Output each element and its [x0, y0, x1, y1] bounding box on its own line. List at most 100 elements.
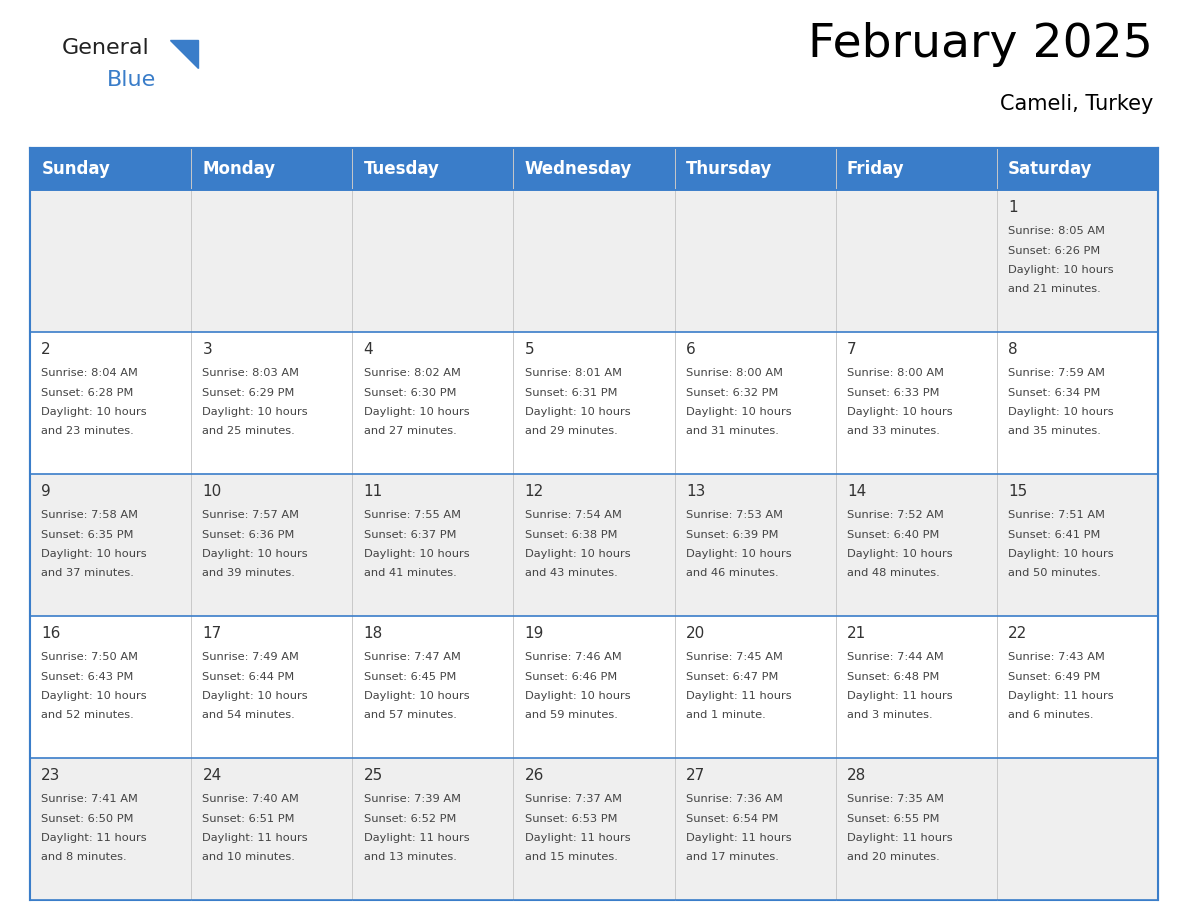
Text: Sunrise: 7:53 AM: Sunrise: 7:53 AM — [685, 510, 783, 520]
Text: Sunrise: 7:59 AM: Sunrise: 7:59 AM — [1009, 368, 1105, 378]
Text: 28: 28 — [847, 768, 866, 783]
Text: and 3 minutes.: and 3 minutes. — [847, 711, 933, 721]
Text: 24: 24 — [202, 768, 222, 783]
Text: Saturday: Saturday — [1009, 160, 1093, 178]
Text: Daylight: 10 hours: Daylight: 10 hours — [525, 691, 631, 701]
Text: Sunrise: 7:54 AM: Sunrise: 7:54 AM — [525, 510, 621, 520]
Text: Monday: Monday — [202, 160, 276, 178]
Text: Daylight: 11 hours: Daylight: 11 hours — [364, 833, 469, 843]
Text: Sunrise: 7:49 AM: Sunrise: 7:49 AM — [202, 652, 299, 662]
Text: Sunrise: 7:37 AM: Sunrise: 7:37 AM — [525, 794, 621, 804]
Text: and 48 minutes.: and 48 minutes. — [847, 568, 940, 578]
Text: Sunrise: 8:05 AM: Sunrise: 8:05 AM — [1009, 226, 1105, 236]
Text: Sunset: 6:52 PM: Sunset: 6:52 PM — [364, 813, 456, 823]
Text: Sunrise: 8:02 AM: Sunrise: 8:02 AM — [364, 368, 461, 378]
Text: Sunset: 6:46 PM: Sunset: 6:46 PM — [525, 671, 617, 681]
Text: 15: 15 — [1009, 484, 1028, 499]
Text: and 43 minutes.: and 43 minutes. — [525, 568, 618, 578]
Text: Sunset: 6:35 PM: Sunset: 6:35 PM — [42, 530, 134, 540]
Text: 6: 6 — [685, 342, 696, 357]
Text: and 57 minutes.: and 57 minutes. — [364, 711, 456, 721]
Text: and 37 minutes.: and 37 minutes. — [42, 568, 134, 578]
Bar — [30, 332, 1158, 474]
Text: Daylight: 11 hours: Daylight: 11 hours — [847, 833, 953, 843]
Text: Sunset: 6:33 PM: Sunset: 6:33 PM — [847, 387, 940, 397]
Text: Sunrise: 7:35 AM: Sunrise: 7:35 AM — [847, 794, 944, 804]
Bar — [30, 148, 1158, 900]
Text: Daylight: 10 hours: Daylight: 10 hours — [202, 407, 308, 417]
Text: Sunrise: 7:44 AM: Sunrise: 7:44 AM — [847, 652, 943, 662]
Bar — [30, 616, 1158, 758]
Text: Sunrise: 8:01 AM: Sunrise: 8:01 AM — [525, 368, 621, 378]
Text: 23: 23 — [42, 768, 61, 783]
Text: Sunrise: 8:03 AM: Sunrise: 8:03 AM — [202, 368, 299, 378]
Text: Sunset: 6:28 PM: Sunset: 6:28 PM — [42, 387, 134, 397]
Text: 9: 9 — [42, 484, 51, 499]
Text: and 25 minutes.: and 25 minutes. — [202, 427, 295, 436]
Text: Sunrise: 7:39 AM: Sunrise: 7:39 AM — [364, 794, 461, 804]
Text: Sunset: 6:37 PM: Sunset: 6:37 PM — [364, 530, 456, 540]
Bar — [30, 190, 1158, 332]
Text: Sunset: 6:55 PM: Sunset: 6:55 PM — [847, 813, 940, 823]
Text: and 41 minutes.: and 41 minutes. — [364, 568, 456, 578]
Text: Sunrise: 7:47 AM: Sunrise: 7:47 AM — [364, 652, 461, 662]
Text: and 31 minutes.: and 31 minutes. — [685, 427, 778, 436]
Text: Blue: Blue — [107, 70, 157, 90]
Text: Daylight: 11 hours: Daylight: 11 hours — [847, 691, 953, 701]
Text: and 59 minutes.: and 59 minutes. — [525, 711, 618, 721]
Text: and 6 minutes.: and 6 minutes. — [1009, 711, 1094, 721]
Text: Sunrise: 7:46 AM: Sunrise: 7:46 AM — [525, 652, 621, 662]
Text: Daylight: 10 hours: Daylight: 10 hours — [1009, 265, 1114, 275]
Text: 20: 20 — [685, 626, 706, 641]
Text: Sunrise: 7:57 AM: Sunrise: 7:57 AM — [202, 510, 299, 520]
Text: Sunday: Sunday — [42, 160, 110, 178]
Text: Sunrise: 7:45 AM: Sunrise: 7:45 AM — [685, 652, 783, 662]
Text: Sunset: 6:45 PM: Sunset: 6:45 PM — [364, 671, 456, 681]
Text: 2: 2 — [42, 342, 51, 357]
Text: and 1 minute.: and 1 minute. — [685, 711, 765, 721]
Text: Sunrise: 8:04 AM: Sunrise: 8:04 AM — [42, 368, 138, 378]
Text: and 15 minutes.: and 15 minutes. — [525, 853, 618, 863]
Text: Sunset: 6:26 PM: Sunset: 6:26 PM — [1009, 245, 1100, 255]
Text: February 2025: February 2025 — [808, 22, 1154, 67]
Text: Daylight: 11 hours: Daylight: 11 hours — [685, 691, 791, 701]
Text: and 21 minutes.: and 21 minutes. — [1009, 285, 1101, 295]
Text: and 20 minutes.: and 20 minutes. — [847, 853, 940, 863]
Text: 21: 21 — [847, 626, 866, 641]
Text: and 13 minutes.: and 13 minutes. — [364, 853, 456, 863]
Text: Sunset: 6:54 PM: Sunset: 6:54 PM — [685, 813, 778, 823]
Text: Daylight: 10 hours: Daylight: 10 hours — [202, 691, 308, 701]
Text: Sunset: 6:38 PM: Sunset: 6:38 PM — [525, 530, 618, 540]
Text: and 35 minutes.: and 35 minutes. — [1009, 427, 1101, 436]
Text: 18: 18 — [364, 626, 383, 641]
Text: Sunset: 6:44 PM: Sunset: 6:44 PM — [202, 671, 295, 681]
Text: Sunrise: 7:58 AM: Sunrise: 7:58 AM — [42, 510, 138, 520]
Text: and 52 minutes.: and 52 minutes. — [42, 711, 134, 721]
Text: Daylight: 10 hours: Daylight: 10 hours — [42, 691, 147, 701]
Text: 3: 3 — [202, 342, 213, 357]
Text: 27: 27 — [685, 768, 706, 783]
Bar — [30, 474, 1158, 616]
Text: Daylight: 10 hours: Daylight: 10 hours — [685, 407, 791, 417]
Text: 1: 1 — [1009, 200, 1018, 215]
Text: Friday: Friday — [847, 160, 904, 178]
Text: Daylight: 10 hours: Daylight: 10 hours — [1009, 407, 1114, 417]
Text: Cameli, Turkey: Cameli, Turkey — [999, 94, 1154, 114]
Text: Sunset: 6:47 PM: Sunset: 6:47 PM — [685, 671, 778, 681]
Text: and 8 minutes.: and 8 minutes. — [42, 853, 127, 863]
Bar — [30, 148, 1158, 190]
Text: Sunset: 6:48 PM: Sunset: 6:48 PM — [847, 671, 940, 681]
Text: Sunset: 6:30 PM: Sunset: 6:30 PM — [364, 387, 456, 397]
Text: Sunset: 6:36 PM: Sunset: 6:36 PM — [202, 530, 295, 540]
Text: Daylight: 10 hours: Daylight: 10 hours — [525, 549, 631, 559]
Text: Sunset: 6:39 PM: Sunset: 6:39 PM — [685, 530, 778, 540]
Text: and 17 minutes.: and 17 minutes. — [685, 853, 778, 863]
Text: Sunrise: 7:50 AM: Sunrise: 7:50 AM — [42, 652, 138, 662]
Text: Daylight: 11 hours: Daylight: 11 hours — [202, 833, 308, 843]
Text: and 46 minutes.: and 46 minutes. — [685, 568, 778, 578]
Text: Sunrise: 7:51 AM: Sunrise: 7:51 AM — [1009, 510, 1105, 520]
Text: and 33 minutes.: and 33 minutes. — [847, 427, 940, 436]
Text: Sunrise: 7:52 AM: Sunrise: 7:52 AM — [847, 510, 944, 520]
Text: Sunrise: 8:00 AM: Sunrise: 8:00 AM — [685, 368, 783, 378]
Text: Sunset: 6:40 PM: Sunset: 6:40 PM — [847, 530, 940, 540]
